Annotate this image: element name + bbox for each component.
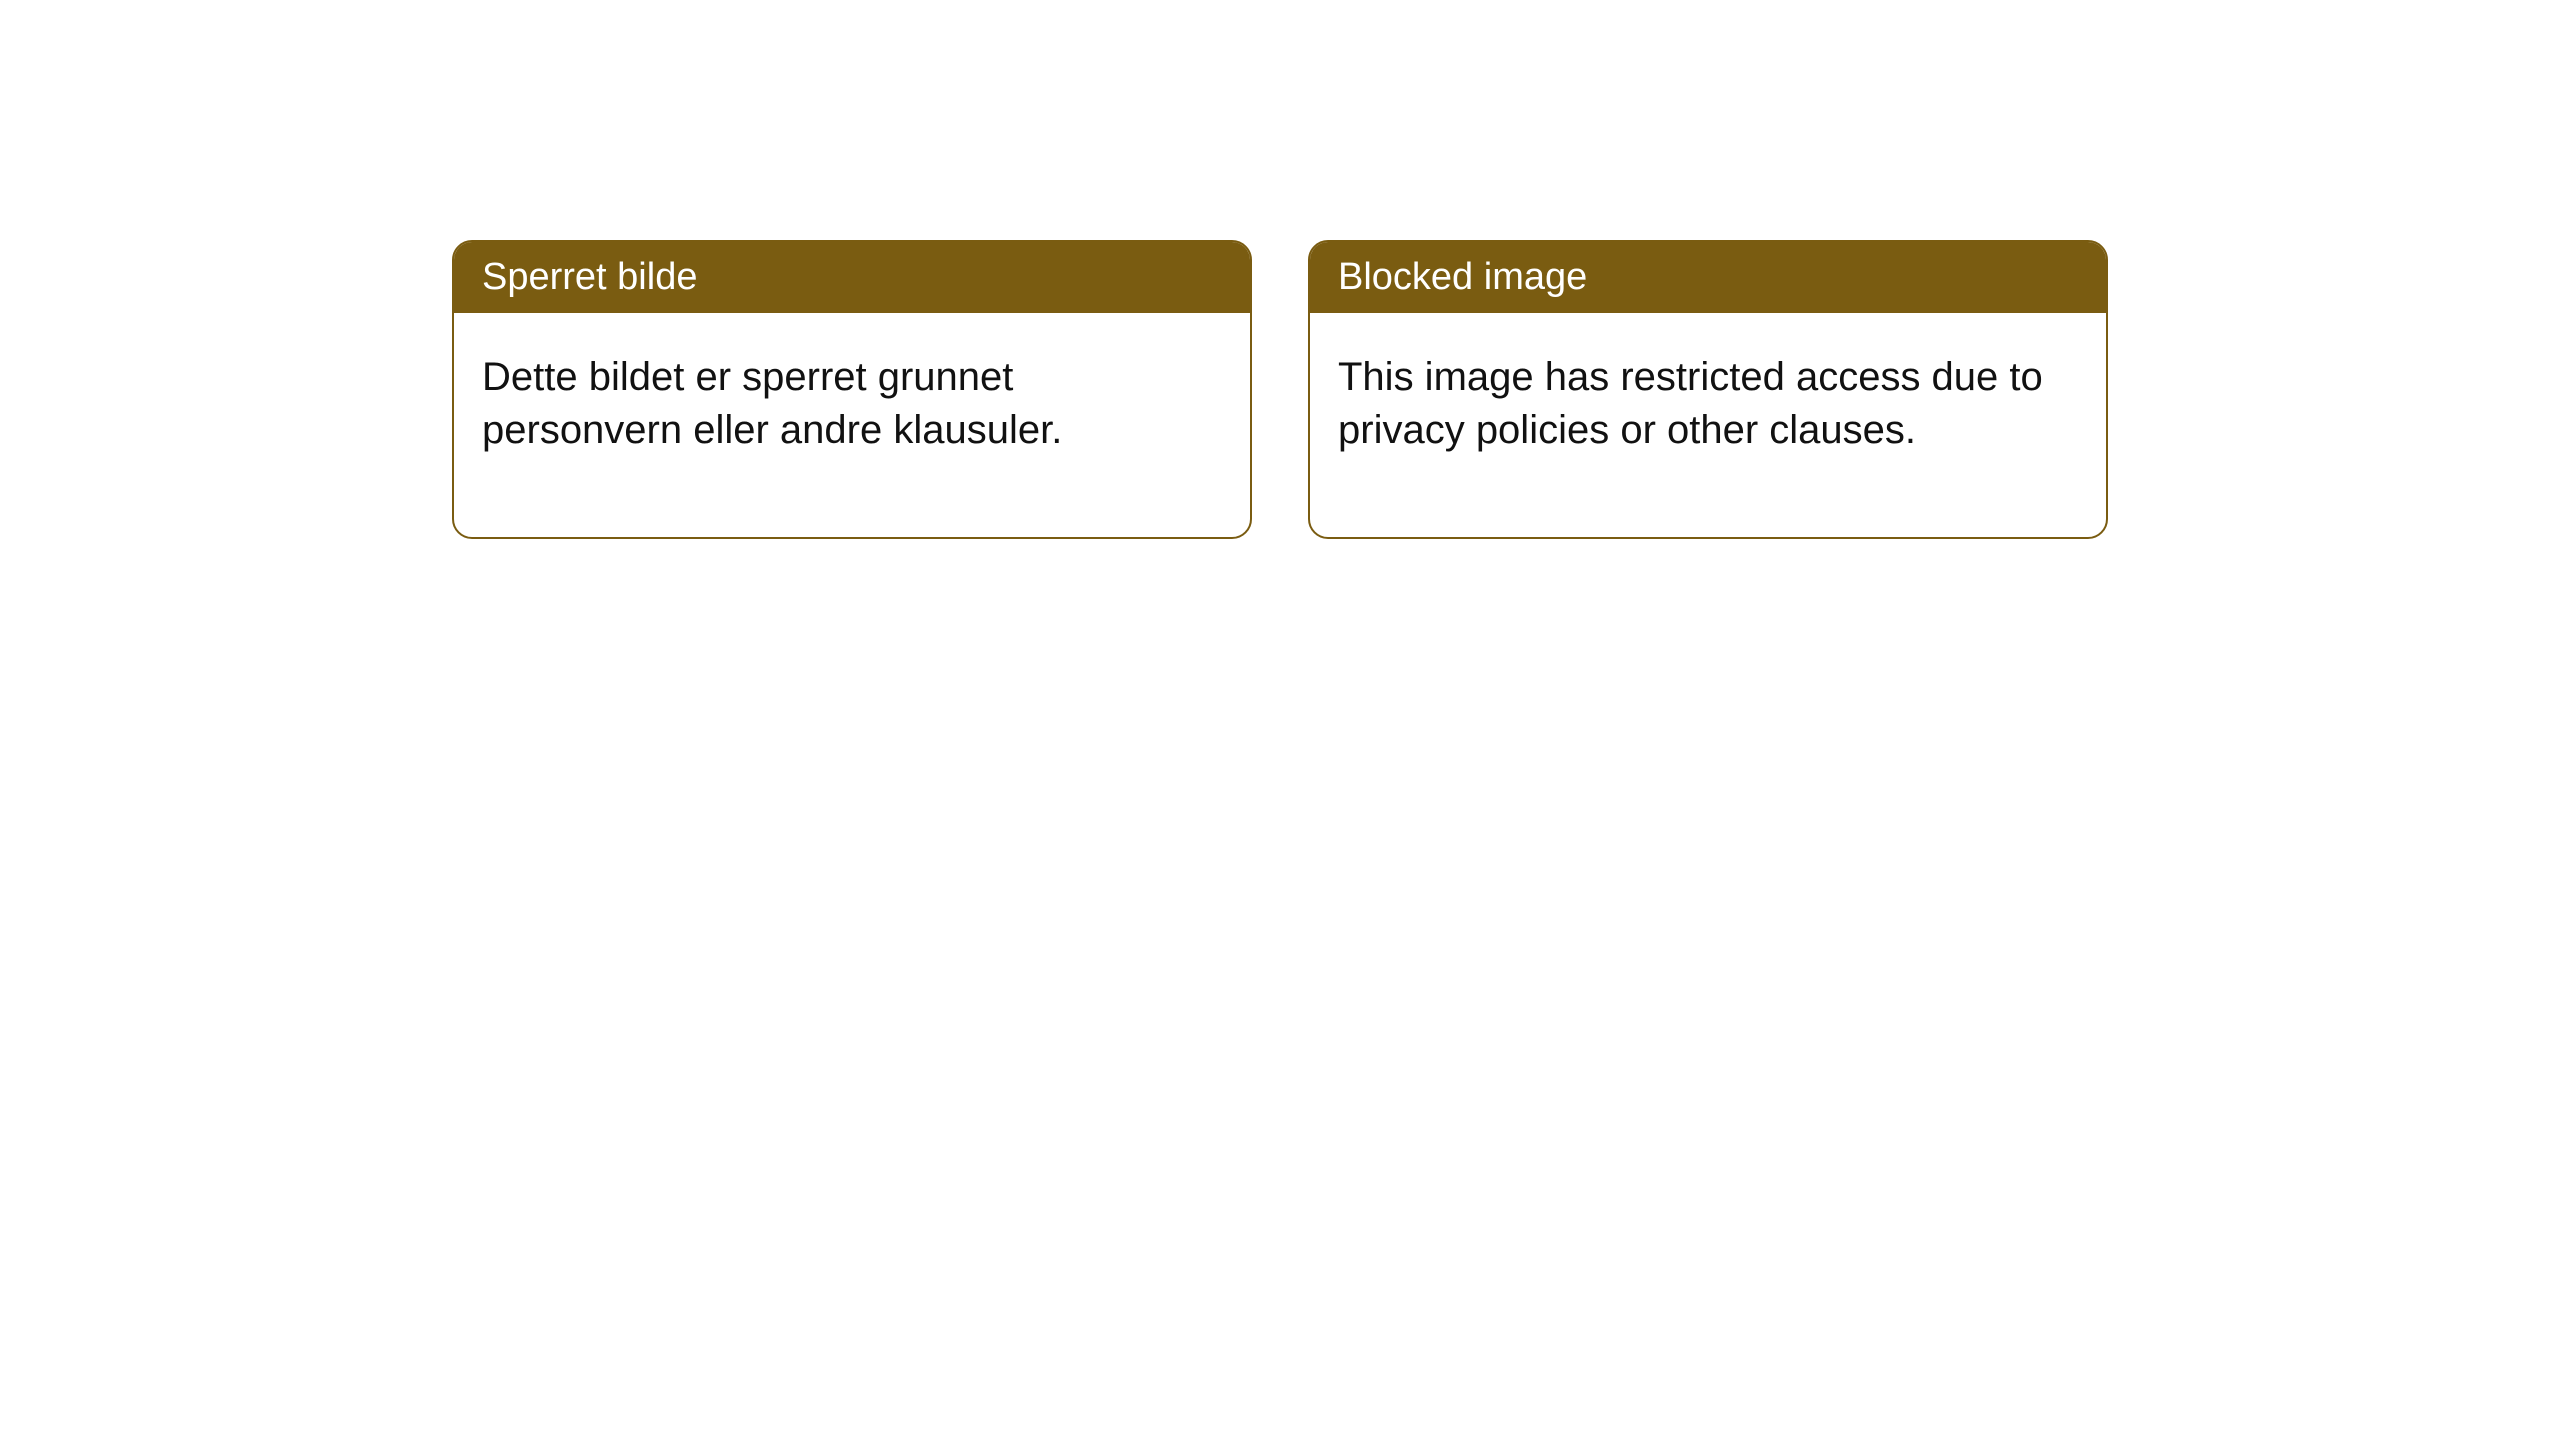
card-norwegian: Sperret bilde Dette bildet er sperret gr… [452,240,1252,539]
card-english: Blocked image This image has restricted … [1308,240,2108,539]
card-body-english: This image has restricted access due to … [1310,313,2106,537]
cards-container: Sperret bilde Dette bildet er sperret gr… [430,240,2130,539]
card-header-norwegian: Sperret bilde [454,242,1250,313]
card-body-norwegian: Dette bildet er sperret grunnet personve… [454,313,1250,537]
card-text: Dette bildet er sperret grunnet personve… [482,355,1062,452]
card-header-english: Blocked image [1310,242,2106,313]
card-title: Blocked image [1338,256,1587,298]
card-text: This image has restricted access due to … [1338,355,2043,452]
card-title: Sperret bilde [482,256,697,298]
